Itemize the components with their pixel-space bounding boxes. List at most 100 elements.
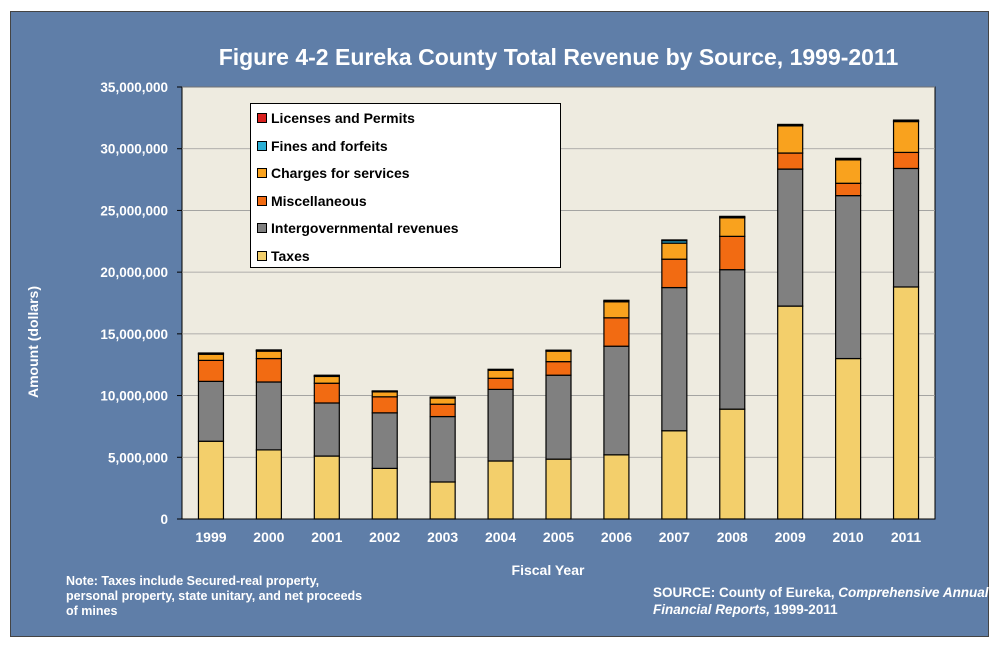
bar-segment-taxes-2004 xyxy=(487,460,514,520)
y-tick-label: 35,000,000 xyxy=(100,80,168,95)
x-tick-label: 2001 xyxy=(311,529,342,545)
bar-segment-charges-for-services-2003 xyxy=(429,397,456,405)
y-tick-label: 5,000,000 xyxy=(108,450,168,465)
bar-segment-taxes-2008 xyxy=(719,408,746,520)
bar-segment-miscellaneous-2005 xyxy=(545,361,572,376)
y-tick-label: 20,000,000 xyxy=(100,265,168,280)
x-tick-label: 2008 xyxy=(717,529,748,545)
x-axis-ticks: 1999 2000 2001 2002 2003 2004 2005 2006 2007 2008… xyxy=(195,529,921,545)
bar-segment-intergovernmental-revenues-2008 xyxy=(719,269,746,410)
bar-segment-miscellaneous-2011 xyxy=(892,151,920,170)
legend-label: Miscellaneous xyxy=(271,192,367,209)
bar-segment-licenses-and-permits-2001 xyxy=(313,374,340,377)
bar-segment-taxes-2002 xyxy=(371,467,398,520)
bar-segment-miscellaneous-2000 xyxy=(255,357,282,383)
bar-segment-charges-for-services-2006 xyxy=(603,301,630,319)
bar-segment-charges-for-services-2010 xyxy=(835,159,862,184)
bar-segment-charges-for-services-2005 xyxy=(545,350,572,363)
legend-swatch xyxy=(257,113,267,123)
x-tick-label: 2002 xyxy=(369,529,400,545)
legend-label: Licenses and Permits xyxy=(271,110,415,126)
bar-segment-taxes-2000 xyxy=(255,449,282,520)
x-axis-label: Fiscal Year xyxy=(512,562,585,578)
x-tick-label: 2007 xyxy=(659,529,690,545)
bar-segment-licenses-and-permits-2011 xyxy=(892,119,920,122)
legend-swatch xyxy=(257,140,267,151)
bar-segment-intergovernmental-revenues-2005 xyxy=(545,374,572,460)
x-tick-label: 2011 xyxy=(891,529,922,545)
bar-segment-miscellaneous-2006 xyxy=(603,317,630,347)
bar-segment-charges-for-services-2004 xyxy=(487,369,514,379)
chart-legend: Licenses and Permits Fines and forfeits Ch… xyxy=(250,103,561,268)
bar-segment-miscellaneous-1999 xyxy=(197,359,225,382)
bar-segment-intergovernmental-revenues-2003 xyxy=(429,415,456,483)
bar-segment-taxes-2005 xyxy=(545,458,572,520)
bar-segment-intergovernmental-revenues-2000 xyxy=(255,381,282,451)
legend-label: Fines and forfeits xyxy=(271,137,388,154)
bar-segment-miscellaneous-2003 xyxy=(429,403,456,418)
bar-segment-licenses-and-permits-2004 xyxy=(487,368,514,371)
bar-segment-taxes-2006 xyxy=(603,454,630,520)
legend-item-intergovernmental-revenues: Intergovernmental revenues xyxy=(257,218,459,238)
legend-swatch xyxy=(257,195,267,206)
bar-segment-licenses-and-permits-2007 xyxy=(661,239,688,242)
legend-item-fines-and-forfeits: Fines and forfeits xyxy=(257,136,388,156)
bar-segment-licenses-and-permits-2008 xyxy=(719,215,746,218)
y-axis-ticks: 0 5,000,000 10,000,000 15,000,000 20,000,000… xyxy=(100,80,182,527)
bar-segment-licenses-and-permits-2009 xyxy=(777,123,804,126)
bar-segment-licenses-and-permits-2000 xyxy=(255,349,282,352)
bar-segment-miscellaneous-2001 xyxy=(313,382,340,404)
bar-segment-intergovernmental-revenues-2002 xyxy=(371,412,398,469)
x-tick-label: 2005 xyxy=(543,529,574,545)
legend-label: Intergovernmental revenues xyxy=(271,220,459,236)
x-tick-label: 1999 xyxy=(195,529,226,545)
legend-item-miscellaneous: Miscellaneous xyxy=(257,191,367,211)
legend-label: Taxes xyxy=(271,247,310,264)
bar-segment-miscellaneous-2010 xyxy=(835,182,862,197)
bar-segment-intergovernmental-revenues-2001 xyxy=(313,402,340,457)
bar-segment-miscellaneous-2007 xyxy=(661,258,688,289)
legend-swatch xyxy=(257,168,267,178)
legend-label: Charges for services xyxy=(271,165,410,181)
bar-segment-intergovernmental-revenues-2007 xyxy=(661,286,688,432)
x-tick-label: 2003 xyxy=(427,529,458,545)
bar-segment-licenses-and-permits-2010 xyxy=(835,157,862,160)
bar-segment-taxes-2009 xyxy=(777,305,804,520)
bar-segment-miscellaneous-2002 xyxy=(371,396,398,414)
bar-segment-miscellaneous-2008 xyxy=(719,235,746,271)
y-tick-label: 0 xyxy=(160,512,168,527)
bar-segment-licenses-and-permits-2003 xyxy=(429,396,456,399)
bar-segment-intergovernmental-revenues-1999 xyxy=(197,380,225,442)
source-citation: SOURCE: County of Eureka, Comprehensive … xyxy=(653,584,993,618)
bar-segment-licenses-and-permits-2005 xyxy=(545,349,572,352)
x-tick-label: 2006 xyxy=(601,529,632,545)
legend-item-licenses-and-permits: Licenses and Permits xyxy=(257,108,415,128)
source-title: Comprehensive Annual Financial Reports, xyxy=(653,585,989,617)
bar-segment-intergovernmental-revenues-2011 xyxy=(892,167,920,288)
bar-segment-intergovernmental-revenues-2004 xyxy=(487,388,514,462)
bar-segment-intergovernmental-revenues-2009 xyxy=(777,168,804,307)
legend-item-charges-for-services: Charges for services xyxy=(257,163,410,183)
bar-segment-licenses-and-permits-2002 xyxy=(371,390,398,392)
bar-segment-taxes-2001 xyxy=(313,455,340,520)
y-tick-label: 10,000,000 xyxy=(100,389,168,404)
legend-item-taxes: Taxes xyxy=(257,246,310,266)
bar-segment-miscellaneous-2009 xyxy=(777,152,804,170)
x-tick-label: 2000 xyxy=(253,529,284,545)
bar-segment-intergovernmental-revenues-2010 xyxy=(835,195,862,360)
y-axis-label: Amount (dollars) xyxy=(25,286,41,398)
bar-segment-licenses-and-permits-2006 xyxy=(603,299,630,302)
x-tick-label: 2009 xyxy=(775,529,806,545)
bar-segment-taxes-2003 xyxy=(429,481,456,520)
y-tick-label: 30,000,000 xyxy=(100,142,168,157)
bar-segment-taxes-2010 xyxy=(835,357,862,520)
bar-segment-intergovernmental-revenues-2006 xyxy=(603,345,630,456)
source-suffix: 1999-2011 xyxy=(770,602,838,617)
source-prefix: SOURCE: County of Eureka, xyxy=(653,585,839,600)
taxes-note: Note: Taxes include Secured-real propert… xyxy=(66,574,363,618)
bar-segment-charges-for-services-2011 xyxy=(892,120,920,154)
bar-segment-charges-for-services-2009 xyxy=(777,125,804,154)
bar-segment-charges-for-services-2001 xyxy=(313,375,340,384)
bar-segment-miscellaneous-2004 xyxy=(487,377,514,391)
